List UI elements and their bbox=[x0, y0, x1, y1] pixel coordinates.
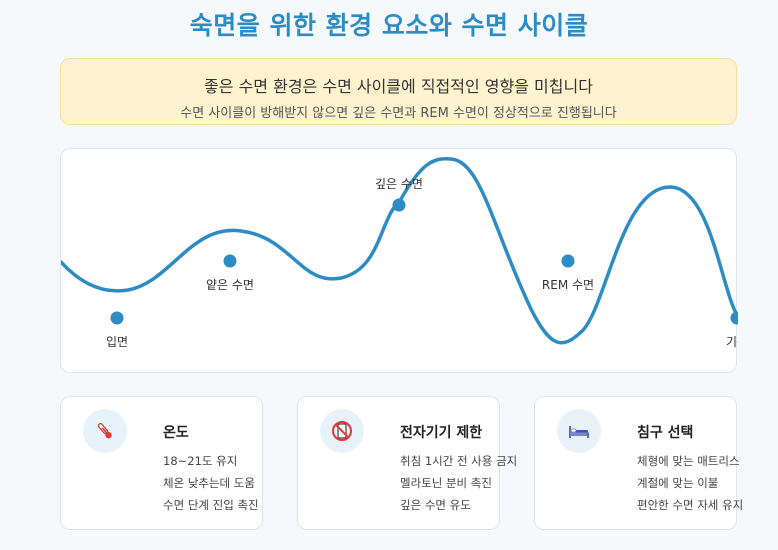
stage-point bbox=[110, 311, 124, 325]
card-title: 전자기기 제한 bbox=[400, 425, 483, 441]
thermometer-icon bbox=[97, 423, 112, 439]
chart-points: 입면 얕은 수면 깊은 수면 REM 수면기상 bbox=[106, 177, 738, 349]
stage-point bbox=[223, 254, 237, 268]
stage-point bbox=[730, 311, 738, 325]
card-line: 깊은 수면 유도 bbox=[400, 498, 471, 512]
sleep-cycle-curve bbox=[61, 156, 738, 345]
card-line: 계절에 맞는 이불 bbox=[637, 476, 719, 490]
card-icon-box bbox=[83, 409, 127, 453]
stage-label: 입면 bbox=[106, 335, 128, 349]
stage-label: REM 수면 bbox=[542, 278, 594, 292]
stage-label: 얕은 수면 bbox=[206, 278, 254, 292]
page-title: 숙면을 위한 환경 요소와 수면 사이클 bbox=[189, 11, 589, 40]
bed-icon bbox=[569, 426, 589, 438]
stage-label: 기상 bbox=[726, 335, 738, 349]
sleep-cycle-svg: 입면 얕은 수면 깊은 수면 REM 수면기상 bbox=[61, 156, 738, 349]
card-line: 체형에 맞는 매트리스 bbox=[637, 454, 740, 468]
card-line: 체온 낮추는데 도움 bbox=[163, 476, 255, 490]
card-temperature: 온도 18~21도 유지 체온 낮추는데 도움 수면 단계 진입 촉진 bbox=[60, 396, 263, 530]
card-bedding: 침구 선택 체형에 맞는 매트리스 계절에 맞는 이불 편안한 수면 자세 유지 bbox=[534, 396, 743, 530]
card-icon-box bbox=[320, 409, 364, 453]
card-title: 침구 선택 bbox=[637, 425, 694, 441]
info-banner: 좋은 수면 환경은 수면 사이클에 직접적인 영향을 미칩니다 수면 사이클이 … bbox=[60, 58, 737, 125]
card-line: 멜라토닌 분비 촉진 bbox=[400, 476, 492, 490]
card-line: 취침 1시간 전 사용 금지 bbox=[400, 454, 518, 468]
card-electronics: 전자기기 제한 취침 1시간 전 사용 금지 멜라토닌 분비 촉진 깊은 수면 … bbox=[297, 396, 517, 530]
card-icon-box bbox=[557, 409, 601, 453]
stage-label: 깊은 수면 bbox=[375, 177, 423, 191]
stage-point bbox=[392, 198, 406, 212]
no-phone-icon bbox=[332, 421, 352, 441]
banner-subline: 수면 사이클이 방해받지 않으면 깊은 수면과 REM 수면이 정상적으로 진행… bbox=[180, 106, 617, 121]
card-line: 18~21도 유지 bbox=[163, 454, 238, 468]
card-line: 수면 단계 진입 촉진 bbox=[163, 498, 259, 512]
card-title: 온도 bbox=[163, 425, 189, 441]
sleep-cycle-chart: 입면 얕은 수면 깊은 수면 REM 수면기상 bbox=[60, 148, 738, 373]
stage-point bbox=[561, 254, 575, 268]
banner-headline: 좋은 수면 환경은 수면 사이클에 직접적인 영향을 미칩니다 bbox=[204, 77, 593, 96]
card-line: 편안한 수면 자세 유지 bbox=[637, 498, 744, 512]
